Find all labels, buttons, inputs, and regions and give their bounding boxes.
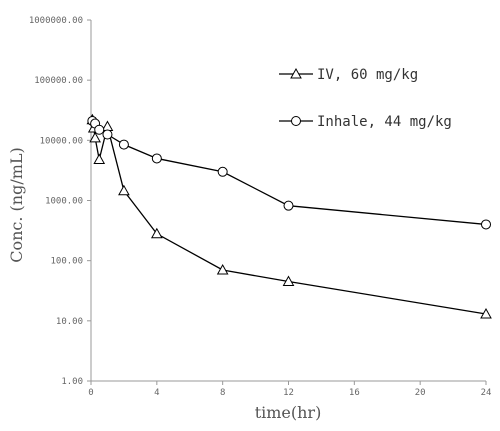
triangle-marker	[150, 227, 163, 239]
circle-marker	[94, 124, 105, 135]
x-tick-label: 20	[415, 388, 426, 398]
circle-marker	[481, 219, 491, 230]
x-axis-title: time(hr)	[255, 403, 322, 422]
y-axis-ticks: 1.00 10.00 100.00 1000.00 10000.00 100000.00 1…	[29, 16, 91, 387]
circle-marker	[151, 153, 162, 164]
triangle-marker	[480, 307, 492, 319]
x-tick-label: 24	[481, 388, 492, 398]
triangle-marker	[89, 131, 101, 143]
x-tick-label: 8	[220, 388, 225, 398]
y-tick-label: 1.00	[61, 377, 83, 387]
x-tick-label: 16	[349, 388, 360, 398]
y-tick-label: 10000.00	[40, 136, 83, 146]
series-iv	[86, 113, 492, 319]
circle-marker	[118, 139, 129, 150]
series-inhale	[87, 115, 491, 230]
legend-item: IV, 60 mg/kg	[279, 67, 418, 83]
series-layer	[86, 113, 492, 319]
circle-marker	[283, 200, 294, 211]
x-tick-label: 12	[283, 388, 294, 398]
legend: IV, 60 mg/kg Inhale, 44 mg/kg	[279, 67, 452, 130]
circle-marker	[217, 166, 228, 177]
y-tick-label: 100000.00	[34, 76, 83, 86]
x-axis-ticks: 0 4 8 12 16 20 24	[88, 381, 491, 398]
legend-item: Inhale, 44 mg/kg	[279, 114, 452, 130]
y-tick-label: 1000000.00	[29, 16, 83, 26]
x-tick-label: 4	[154, 388, 159, 398]
legend-label: IV, 60 mg/kg	[317, 67, 418, 83]
triangle-marker	[282, 275, 295, 287]
triangle-marker	[216, 263, 229, 275]
circle-marker	[102, 129, 113, 140]
y-axis-title: Conc. (ng/mL)	[7, 147, 26, 263]
triangle-marker	[118, 184, 130, 196]
triangle-marker	[93, 153, 106, 165]
legend-triangle-marker	[290, 67, 302, 79]
y-tick-label: 1000.00	[45, 197, 83, 207]
legend-label: Inhale, 44 mg/kg	[317, 114, 452, 130]
y-tick-label: 10.00	[56, 317, 83, 327]
series-line	[91, 119, 487, 315]
legend-circle-marker	[291, 116, 301, 126]
y-tick-label: 100.00	[50, 257, 83, 267]
x-tick-label: 0	[88, 388, 93, 398]
